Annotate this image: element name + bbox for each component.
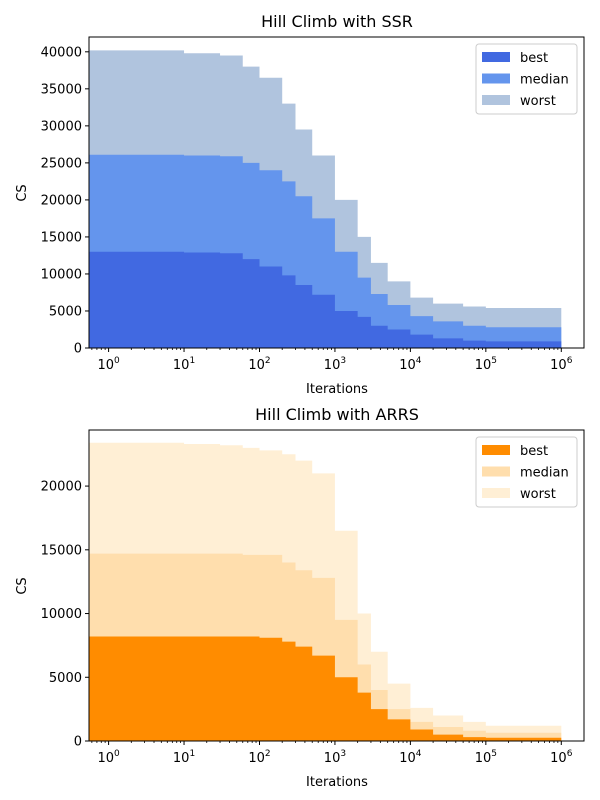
x-tick-label: 101 <box>173 356 195 373</box>
x-tick-label: 105 <box>475 356 497 373</box>
x-tick-label: 102 <box>248 356 270 373</box>
area-best <box>89 636 562 741</box>
x-tick-label: 106 <box>550 356 573 373</box>
plot-frame <box>88 36 585 349</box>
y-tick-label: 20000 <box>41 480 82 495</box>
legend-label-worst: worst <box>520 94 556 109</box>
y-tick-label: 5000 <box>49 304 82 319</box>
legend-swatch-best <box>482 445 510 455</box>
area-layer <box>89 442 562 741</box>
area-best <box>89 251 562 348</box>
chart-title: Hill Climb with SSR <box>261 12 413 31</box>
y-axis-label: CS <box>15 577 30 594</box>
x-tick-label: 104 <box>399 356 422 373</box>
x-tick-label: 103 <box>324 749 346 766</box>
y-tick-label: 5000 <box>49 671 82 686</box>
plot-frame <box>88 429 585 742</box>
x-tick-label: 103 <box>324 356 346 373</box>
x-tick-label: 100 <box>97 749 120 766</box>
y-tick-label: 0 <box>74 735 82 750</box>
legend-swatch-worst <box>482 488 510 498</box>
area-layer <box>89 50 562 348</box>
x-tick-label: 101 <box>173 749 195 766</box>
y-tick-label: 35000 <box>41 82 82 97</box>
y-tick-label: 25000 <box>41 156 82 171</box>
legend-swatch-median <box>482 73 510 84</box>
x-tick-label: 105 <box>475 749 497 766</box>
chart-title: Hill Climb with ARRS <box>255 405 419 424</box>
legend-swatch-best <box>482 52 510 62</box>
y-tick-label: 30000 <box>41 119 82 134</box>
legend-label-best: best <box>520 51 548 66</box>
y-tick-label: 40000 <box>41 45 82 60</box>
x-axis-label: Iterations <box>306 382 368 397</box>
x-axis-ticks: 100 101 102 103 104 105 106 <box>91 741 573 766</box>
x-tick-label: 104 <box>399 749 422 766</box>
y-tick-label: 0 <box>74 342 82 357</box>
y-tick-label: 15000 <box>41 543 82 558</box>
legend-swatch-median <box>482 466 510 477</box>
x-tick-label: 106 <box>550 749 573 766</box>
y-tick-label: 10000 <box>41 267 82 282</box>
legend-label-median: median <box>520 73 569 88</box>
y-axis-label: CS <box>15 184 30 201</box>
y-tick-label: 10000 <box>41 607 82 622</box>
chart-panel-arrs: Hill Climb with ARRS 100 101 102 103 104 105 1… <box>15 405 585 790</box>
y-axis-ticks: 0 5000 10000 15000 20000 <box>41 480 89 750</box>
y-tick-label: 15000 <box>41 230 82 245</box>
legend-label-best: best <box>520 444 548 459</box>
legend-swatch-worst <box>482 95 510 105</box>
legend: best median worst <box>475 43 578 115</box>
y-axis-ticks: 0 5000 10000 15000 20000 25000 30000 35000 40000 <box>41 45 89 357</box>
legend: best median worst <box>475 436 578 508</box>
x-axis-label: Iterations <box>306 775 368 790</box>
legend-label-worst: worst <box>520 487 556 502</box>
legend-label-median: median <box>520 466 569 481</box>
x-tick-label: 100 <box>97 356 120 373</box>
x-tick-label: 102 <box>248 749 270 766</box>
y-tick-label: 20000 <box>41 193 82 208</box>
x-axis-ticks: 100 101 102 103 104 105 106 <box>91 348 573 373</box>
chart-panel-ssr: Hill Climb with SSR 100 101 102 103 104 105 10… <box>15 12 585 397</box>
